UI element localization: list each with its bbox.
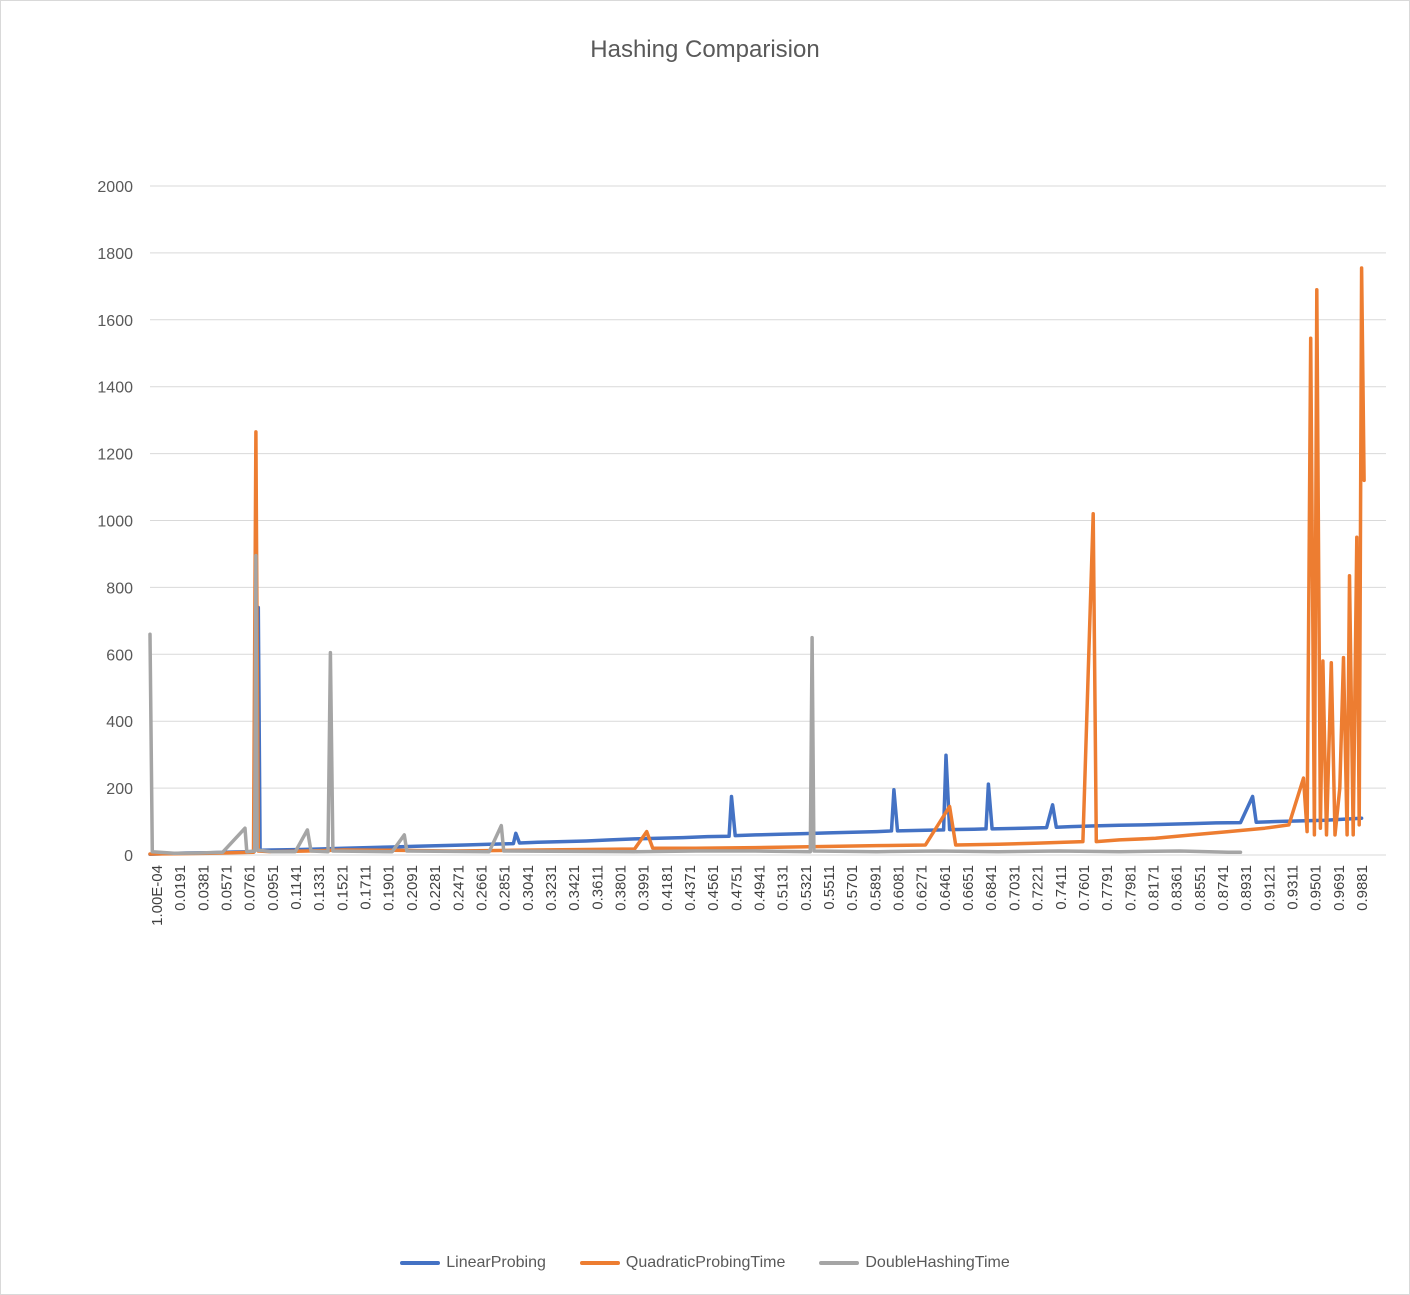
legend-swatch-linear <box>400 1261 441 1265</box>
x-tick-label: 0.8931 <box>1238 865 1255 911</box>
legend-item-linear: LinearProbing <box>400 1254 546 1272</box>
y-tick-label: 400 <box>106 714 133 731</box>
x-tick-label: 0.8741 <box>1215 865 1232 911</box>
x-tick-label: 0.0951 <box>265 865 282 911</box>
x-tick-label: 0.5701 <box>844 865 861 911</box>
x-tick-label: 0.2091 <box>404 865 421 911</box>
x-axis-ticks: 1.00E-04 0.0191 0.0381 0.0571 0.0761 0.0951 0.… <box>149 865 1371 926</box>
x-tick-label: 0.4751 <box>728 865 745 911</box>
x-tick-label: 0.1331 <box>311 865 328 911</box>
x-tick-label: 0.9691 <box>1331 865 1348 911</box>
legend-label-linear: LinearProbing <box>446 1254 546 1271</box>
x-tick-label: 0.7601 <box>1076 865 1093 911</box>
y-tick-label: 1200 <box>97 447 133 464</box>
x-tick-label: 0.3801 <box>612 865 629 911</box>
x-tick-label: 0.5321 <box>798 865 815 911</box>
x-tick-label: 0.9501 <box>1308 865 1325 911</box>
legend-item-double: DoubleHashingTime <box>819 1254 1010 1272</box>
x-tick-label: 0.3231 <box>543 865 560 911</box>
x-tick-label: 0.6081 <box>891 865 908 911</box>
x-tick-label: 0.9311 <box>1284 865 1301 910</box>
x-tick-label: 0.3991 <box>636 865 653 911</box>
x-tick-label: 0.2471 <box>450 865 467 911</box>
x-tick-label: 0.1901 <box>381 865 398 911</box>
x-tick-label: 0.7981 <box>1122 865 1139 911</box>
x-tick-label: 0.7791 <box>1099 865 1116 911</box>
x-tick-label: 0.5891 <box>867 865 884 911</box>
x-tick-label: 0.2281 <box>427 865 444 911</box>
x-tick-label: 0.4371 <box>682 865 699 911</box>
x-tick-label: 0.3611 <box>589 865 606 910</box>
x-tick-label: 0.6651 <box>960 865 977 911</box>
x-tick-label: 0.5131 <box>775 865 792 911</box>
x-tick-label: 0.2851 <box>497 865 514 911</box>
x-tick-label: 0.7221 <box>1030 865 1047 911</box>
x-tick-label: 0.9881 <box>1354 865 1371 911</box>
legend-swatch-double <box>819 1261 860 1265</box>
x-tick-label: 0.0381 <box>195 865 212 911</box>
y-tick-label: 600 <box>106 647 133 664</box>
x-tick-label: 0.8361 <box>1169 865 1186 911</box>
x-tick-label: 0.3421 <box>566 865 583 911</box>
legend-label-double: DoubleHashingTime <box>865 1254 1010 1271</box>
x-tick-label: 0.1141 <box>288 865 305 910</box>
x-tick-label: 0.8551 <box>1192 865 1209 911</box>
x-tick-label: 0.1521 <box>334 865 351 911</box>
y-tick-label: 0 <box>124 848 133 865</box>
x-tick-label: 0.7411 <box>1053 865 1070 910</box>
x-tick-label: 0.8171 <box>1145 865 1162 911</box>
x-tick-label: 0.1711 <box>358 865 375 910</box>
x-tick-label: 0.6461 <box>937 865 954 911</box>
y-tick-label: 1000 <box>97 514 133 531</box>
y-tick-label: 800 <box>106 580 133 597</box>
legend-swatch-quadratic <box>579 1261 620 1265</box>
y-tick-label: 1800 <box>97 246 133 263</box>
x-tick-label: 0.4561 <box>705 865 722 911</box>
x-tick-label: 0.0761 <box>242 865 259 911</box>
x-tick-label: 0.2661 <box>473 865 490 911</box>
x-tick-label: 0.4181 <box>659 865 676 911</box>
x-tick-label: 0.4941 <box>752 865 769 911</box>
x-tick-label: 0.6841 <box>983 865 1000 911</box>
series-line-0 <box>148 605 1364 857</box>
legend-item-quadratic: QuadraticProbingTime <box>579 1254 786 1272</box>
gridlines <box>150 185 1386 789</box>
x-tick-label: 1.00E-04 <box>149 865 166 926</box>
chart-title: Hashing Comparision <box>590 36 820 63</box>
x-tick-label: 0.0191 <box>172 865 189 911</box>
legend-label-quadratic: QuadraticProbingTime <box>625 1254 786 1271</box>
legend: LinearProbing QuadraticProbingTime Doubl… <box>0 1254 1410 1272</box>
y-tick-label: 200 <box>106 781 133 798</box>
y-axis-ticks: 0 200 400 600 800 1000 1200 1400 1600 1800 2000 <box>97 179 133 865</box>
x-tick-label: 0.9121 <box>1261 865 1278 911</box>
y-tick-label: 2000 <box>97 179 133 196</box>
series-line-2 <box>148 553 1243 856</box>
x-tick-label: 0.3041 <box>520 865 537 911</box>
x-tick-label: 0.6271 <box>914 865 931 911</box>
series-lines <box>148 266 1366 857</box>
x-tick-label: 0.0571 <box>219 865 236 911</box>
y-tick-label: 1400 <box>97 380 133 397</box>
x-tick-label: 0.5511 <box>821 865 838 910</box>
x-tick-label: 0.7031 <box>1006 865 1023 911</box>
y-tick-label: 1600 <box>97 313 133 330</box>
